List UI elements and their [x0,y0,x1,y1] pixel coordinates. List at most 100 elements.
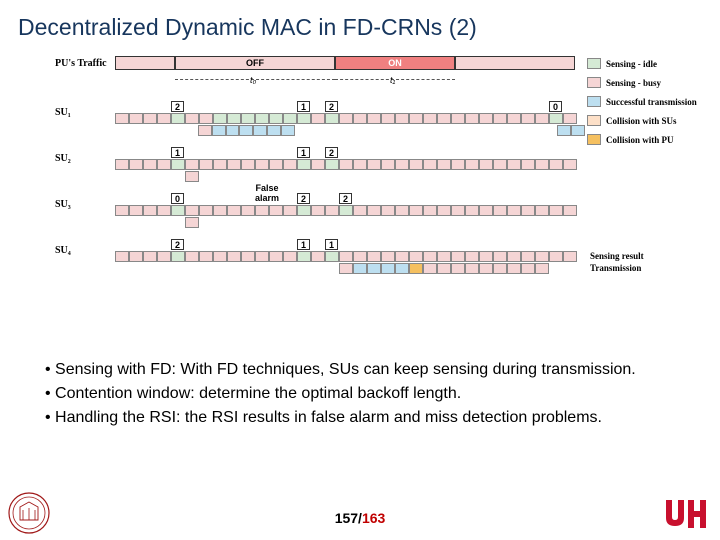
su-lane-2: SU₂112 [115,147,585,183]
time-slot [465,217,479,228]
time-slot [381,217,395,228]
time-slot [115,171,129,182]
mac-timing-diagram: PU's Traffic OFFON t₀t₁ SU₁2120SU₂112SU₃… [55,55,585,275]
time-slot [227,251,241,262]
time-slot [311,159,325,170]
su-lane-1: SU₁2120 [115,101,585,137]
time-markers: t₀t₁ [115,73,585,91]
time-slot [213,263,227,274]
time-slot [185,251,199,262]
time-slot [171,205,185,216]
time-slot [521,251,535,262]
time-slot [339,263,353,274]
su-label: SU₂ [55,153,110,164]
bullet-list: • Sensing with FD: With FD techniques, S… [45,360,675,432]
time-slot [115,113,129,124]
time-slot [157,113,171,124]
backoff-counter: 1 [171,147,184,158]
time-slot [143,113,157,124]
time-slot [339,113,353,124]
time-slot [479,205,493,216]
bullet-point: • Handling the RSI: the RSI results in f… [45,408,675,428]
time-slot [488,125,502,136]
time-slot [297,159,311,170]
time-slot [437,205,451,216]
time-slot [295,125,309,136]
time-slot [269,217,283,228]
backoff-counter: 1 [297,239,310,250]
time-label: t₀ [250,75,256,85]
time-slot [395,113,409,124]
time-slot [184,125,198,136]
time-slot [535,217,549,228]
time-slot [381,263,395,274]
time-slot [465,263,479,274]
time-slot [465,251,479,262]
time-slot [157,171,171,182]
time-slot [129,263,143,274]
time-slot [241,263,255,274]
time-slot [309,125,323,136]
time-slot [378,125,392,136]
time-slot [549,205,563,216]
backoff-counter: 1 [297,101,310,112]
time-slot [283,263,297,274]
time-slot [227,159,241,170]
time-slot [367,205,381,216]
legend-label: Successful transmission [606,97,697,107]
backoff-counter: 0 [549,101,562,112]
time-slot [507,205,521,216]
backoff-counter: 1 [325,239,338,250]
time-slot [325,263,339,274]
time-slot [563,159,577,170]
time-slot [433,125,447,136]
backoff-counter: 2 [339,193,352,204]
time-slot [479,113,493,124]
time-slot [322,125,336,136]
legend-label: Collision with PU [606,135,674,145]
time-slot [255,205,269,216]
time-slot [227,263,241,274]
pu-segment-off [455,56,575,70]
time-slot [129,217,143,228]
time-slot [493,217,507,228]
time-slot [269,171,283,182]
time-slot [353,113,367,124]
time-slot [241,251,255,262]
time-slot [339,171,353,182]
time-slot [409,263,423,274]
time-slot [549,217,563,228]
time-slot [129,251,143,262]
time-slot [171,251,185,262]
time-slot [521,113,535,124]
time-slot [451,217,465,228]
time-slot [521,263,535,274]
time-slot [571,125,585,136]
false-alarm-annotation: False alarm [255,183,279,203]
time-slot [226,125,240,136]
time-slot [297,251,311,262]
time-slot [325,159,339,170]
su-label: SU₁ [55,107,110,118]
page-number: 157/163 [0,510,720,526]
legend-swatch [587,134,601,145]
time-slot [241,159,255,170]
time-slot [157,251,171,262]
backoff-counter: 2 [325,101,338,112]
time-slot [143,251,157,262]
time-slot [507,217,521,228]
time-slot [283,251,297,262]
time-slot [269,159,283,170]
slide-title: Decentralized Dynamic MAC in FD-CRNs (2) [18,14,477,41]
time-slot [437,217,451,228]
time-slot [143,263,157,274]
time-slot [115,125,129,136]
time-slot [325,217,339,228]
time-slot [381,113,395,124]
university-seal-icon [8,492,50,534]
time-slot [437,171,451,182]
time-slot [409,205,423,216]
time-slot [474,125,488,136]
time-slot [409,217,423,228]
time-slot [241,205,255,216]
